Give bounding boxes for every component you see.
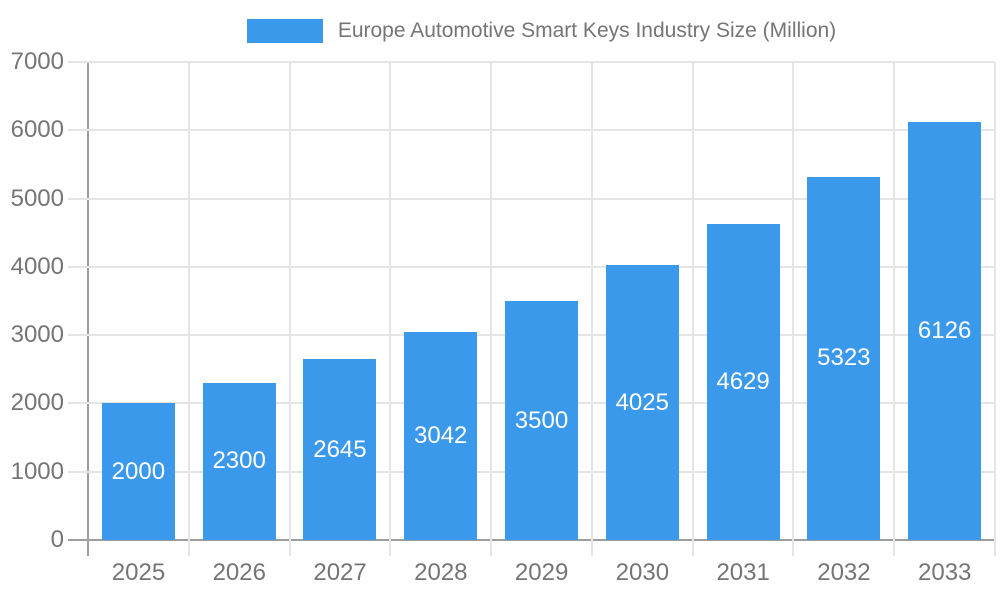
y-tick-label: 1000 xyxy=(10,457,64,485)
x-tick-label: 2031 xyxy=(716,559,770,586)
h-gridline xyxy=(68,197,995,200)
x-tick-label: 2030 xyxy=(615,559,670,586)
v-gridline xyxy=(187,62,190,556)
v-gridline xyxy=(389,62,392,556)
x-tick-label: 2032 xyxy=(817,559,871,586)
plot-area: 2000 2300 2645 3042 3500 4025 4629 5323 6126 xyxy=(68,61,996,556)
x-tick-label: 2028 xyxy=(414,559,468,586)
v-gridline xyxy=(490,62,493,556)
v-gridline xyxy=(590,62,593,556)
y-tick-label: 3000 xyxy=(10,321,64,349)
bar-2032[interactable]: 5323 xyxy=(807,176,881,540)
bar-2029[interactable]: 3500 xyxy=(505,301,578,540)
v-gridline xyxy=(288,62,291,556)
y-tick-label: 6000 xyxy=(10,116,64,144)
h-gridline xyxy=(68,129,995,132)
bar-value-label: 4025 xyxy=(615,388,669,416)
bar-value-label: 2000 xyxy=(111,457,166,485)
x-tick-label: 2025 xyxy=(111,559,166,586)
v-gridline xyxy=(691,62,694,556)
legend-swatch-icon xyxy=(246,19,323,43)
bar-value-label: 5323 xyxy=(817,344,871,372)
x-tick-label: 2033 xyxy=(918,559,972,586)
x-axis-line xyxy=(68,539,995,541)
v-gridline xyxy=(893,62,896,556)
bar-2028[interactable]: 3042 xyxy=(404,332,478,540)
bar-value-label: 4629 xyxy=(716,367,770,395)
bar-value-label: 3500 xyxy=(514,406,569,434)
bar-value-label: 6126 xyxy=(917,316,972,344)
v-gridline xyxy=(792,62,795,556)
bar-2025[interactable]: 2000 xyxy=(101,403,175,540)
bar-2030[interactable]: 4025 xyxy=(605,265,679,540)
bar-value-label: 2300 xyxy=(212,447,266,475)
bar-2031[interactable]: 4629 xyxy=(706,223,780,540)
y-tick-label: 5000 xyxy=(10,184,64,212)
bar-2027[interactable]: 2645 xyxy=(303,359,377,540)
bar-value-label: 2645 xyxy=(313,435,367,463)
y-tick-label: 4000 xyxy=(10,252,64,280)
bar-2033[interactable]: 6126 xyxy=(908,121,982,540)
y-tick-label: 0 xyxy=(50,526,64,553)
h-gridline xyxy=(68,265,995,268)
x-tick-label: 2026 xyxy=(212,559,266,586)
y-tick-label: 2000 xyxy=(10,389,64,417)
bar-value-label: 3042 xyxy=(414,422,468,450)
y-axis-line xyxy=(87,62,89,556)
x-tick-label: 2029 xyxy=(514,559,569,586)
h-gridline xyxy=(68,61,995,63)
y-tick-label: 7000 xyxy=(10,48,64,75)
legend-label: Europe Automotive Smart Keys Industry Si… xyxy=(337,19,837,42)
bar-2026[interactable]: 2300 xyxy=(202,382,276,540)
x-tick-label: 2027 xyxy=(313,559,367,586)
legend-item[interactable]: Europe Automotive Smart Keys Industry Si… xyxy=(88,16,995,46)
v-gridline xyxy=(994,62,996,556)
